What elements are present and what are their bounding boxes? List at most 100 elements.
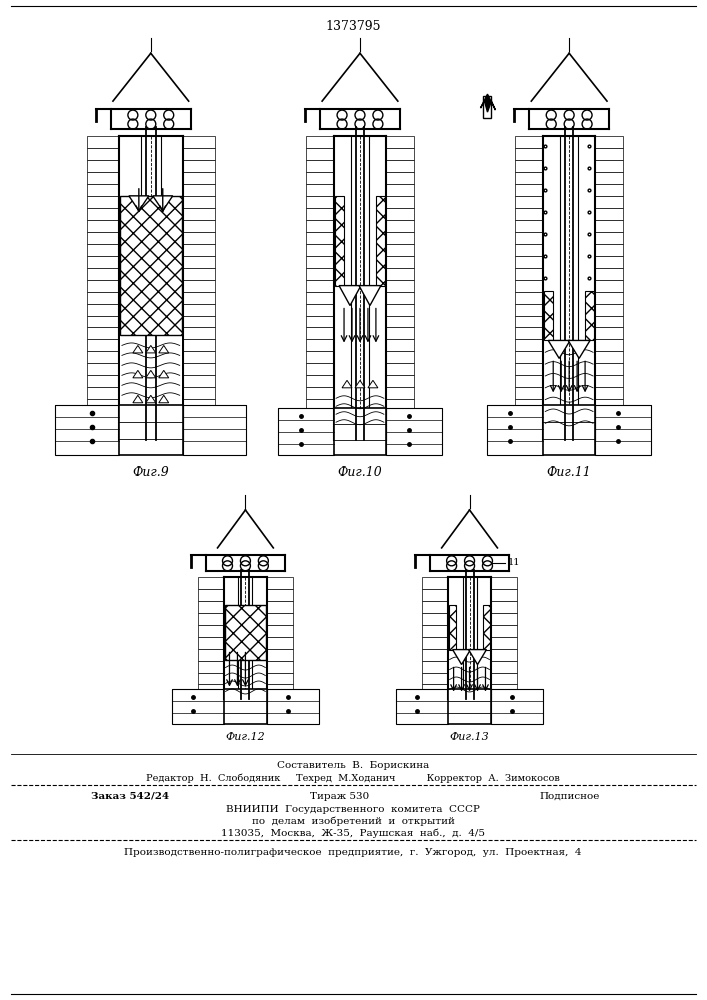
Bar [386, 316, 414, 327]
Bar [386, 208, 414, 220]
Bar [422, 661, 448, 673]
Bar [306, 411, 334, 423]
Polygon shape [133, 395, 143, 403]
Bar [448, 689, 491, 724]
Bar [182, 351, 214, 363]
Text: Фиг.9: Фиг.9 [132, 466, 169, 479]
Bar [182, 387, 214, 399]
Polygon shape [153, 196, 173, 211]
Bar [386, 423, 414, 435]
Bar [386, 411, 414, 423]
Bar [386, 220, 414, 232]
Bar [491, 625, 518, 637]
Bar [491, 661, 518, 673]
Bar [515, 435, 543, 440]
Bar [87, 387, 119, 399]
Bar [515, 268, 543, 280]
Bar [515, 280, 543, 292]
Bar [87, 232, 119, 244]
Bar [335, 196, 344, 286]
Bar [515, 304, 543, 316]
Bar [87, 351, 119, 363]
Bar [225, 605, 267, 660]
Bar [267, 601, 293, 613]
Bar [515, 363, 543, 375]
Bar [484, 96, 491, 118]
Bar [484, 605, 491, 650]
Bar [267, 637, 293, 649]
Bar [87, 256, 119, 268]
Bar [595, 399, 623, 411]
Bar [182, 148, 214, 160]
Bar [267, 577, 293, 589]
Text: Подписное: Подписное [539, 792, 600, 801]
Bar [515, 136, 543, 148]
Bar [595, 160, 623, 172]
Bar [198, 589, 223, 601]
Bar [515, 339, 543, 351]
Bar [595, 196, 623, 208]
Bar [422, 637, 448, 649]
Text: Заказ 542/24: Заказ 542/24 [91, 792, 169, 801]
Bar [491, 589, 518, 601]
Text: по  делам  изобретений  и  открытий: по делам изобретений и открытий [252, 816, 455, 826]
Bar [386, 160, 414, 172]
Bar [182, 280, 214, 292]
Bar [386, 327, 414, 339]
Bar [595, 280, 623, 292]
Bar [595, 375, 623, 387]
Bar [306, 184, 334, 196]
Bar [87, 316, 119, 327]
Bar [595, 256, 623, 268]
Bar [515, 316, 543, 327]
Bar [595, 184, 623, 196]
Polygon shape [481, 94, 496, 112]
Bar [223, 689, 267, 724]
Bar [595, 327, 623, 339]
Bar [595, 208, 623, 220]
Bar [515, 327, 543, 339]
Bar [306, 327, 334, 339]
Bar [515, 208, 543, 220]
Text: 113035,  Москва,  Ж-35,  Раушская  наб.,  д.  4/5: 113035, Москва, Ж-35, Раушская наб., д. … [221, 828, 485, 838]
Bar [515, 351, 543, 363]
Bar [595, 405, 651, 455]
Bar [306, 244, 334, 256]
Bar [182, 136, 214, 148]
Bar [422, 684, 448, 696]
Polygon shape [129, 196, 148, 211]
Bar [386, 148, 414, 160]
Polygon shape [355, 380, 365, 388]
Bar [386, 136, 414, 148]
Bar [198, 613, 223, 625]
Bar [515, 148, 543, 160]
Bar [182, 435, 214, 440]
Text: Тираж 530: Тираж 530 [310, 792, 370, 801]
Bar [279, 408, 334, 455]
Bar [87, 268, 119, 280]
Bar [491, 637, 518, 649]
Bar [386, 387, 414, 399]
Bar [267, 684, 293, 696]
Bar [87, 327, 119, 339]
Polygon shape [568, 340, 590, 358]
Bar [182, 316, 214, 327]
Bar [386, 244, 414, 256]
Polygon shape [133, 370, 143, 378]
Bar [182, 244, 214, 256]
Bar [306, 232, 334, 244]
Bar [267, 625, 293, 637]
Bar [386, 280, 414, 292]
Bar [422, 601, 448, 613]
Bar [422, 673, 448, 684]
Bar [182, 292, 214, 304]
Bar [386, 184, 414, 196]
Bar [87, 136, 119, 148]
Bar [306, 375, 334, 387]
Bar [515, 399, 543, 411]
Bar [422, 625, 448, 637]
Bar [422, 589, 448, 601]
Text: Фиг.13: Фиг.13 [450, 732, 489, 742]
Bar [386, 304, 414, 316]
Bar [306, 280, 334, 292]
